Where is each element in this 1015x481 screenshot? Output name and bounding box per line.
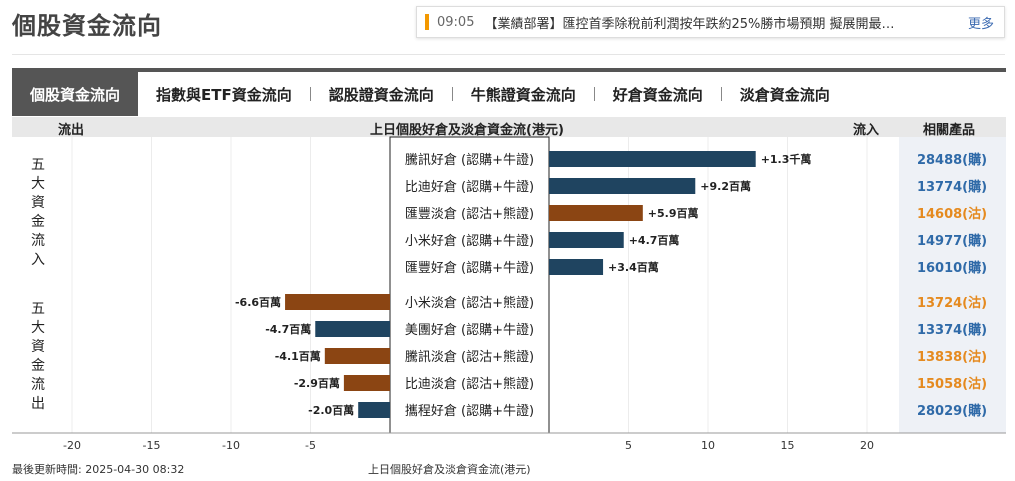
- tab-index-etf-flow[interactable]: 指數與ETF資金流向: [156, 85, 292, 104]
- bar-value-label: +4.7百萬: [629, 233, 680, 247]
- news-time: 09:05: [437, 14, 475, 30]
- related-product-link[interactable]: 28488(購): [917, 152, 987, 168]
- tab-separator: [451, 87, 453, 101]
- flow-bar: [549, 151, 756, 167]
- x-tick-label: -5: [305, 439, 316, 452]
- bar-value-label: +3.4百萬: [608, 260, 659, 274]
- related-product-link[interactable]: 14977(購): [917, 233, 987, 249]
- bar-value-label: -2.9百萬: [294, 376, 340, 390]
- x-tick-label: -10: [222, 439, 240, 452]
- x-tick-label: 5: [625, 439, 632, 452]
- related-product-link[interactable]: 15058(沽): [917, 376, 987, 392]
- inflow-header: 流入: [853, 123, 880, 138]
- category-label: 美團好倉 (認購+牛證): [405, 322, 534, 338]
- tab-separator: [720, 87, 722, 101]
- x-tick-label: 10: [701, 439, 715, 452]
- x-tick-label: 20: [860, 439, 874, 452]
- bar-value-label: -2.0百萬: [308, 403, 354, 417]
- category-label: 攜程好倉 (認購+牛證): [405, 403, 534, 419]
- category-label: 匯豐好倉 (認購+牛證): [405, 260, 534, 276]
- category-label: 騰訊好倉 (認購+牛證): [405, 152, 534, 168]
- group-label-inflow: 五大資金流入: [31, 157, 45, 268]
- related-product-link[interactable]: 28029(購): [917, 403, 987, 419]
- x-tick-label: -15: [143, 439, 161, 452]
- tab-warrant-flow[interactable]: 認股證資金流向: [328, 85, 434, 104]
- news-ticker: 09:05 【業績部署】匯控首季除稅前利潤按年跌約25%勝市場預期 擬展開最… …: [416, 6, 1005, 38]
- tab-long-flow[interactable]: 好倉資金流向: [612, 85, 703, 104]
- tab-stock-flow[interactable]: 個股資金流向: [12, 72, 139, 116]
- flow-bar: [324, 348, 390, 364]
- flow-bar: [549, 205, 643, 221]
- bar-value-label: -6.6百萬: [235, 295, 281, 309]
- flow-bar: [343, 375, 390, 391]
- news-marker: [425, 14, 429, 30]
- flow-bar: [315, 321, 390, 337]
- x-tick-label: -20: [63, 439, 81, 452]
- related-product-link[interactable]: 13724(沽): [917, 295, 987, 311]
- category-label: 比迪好倉 (認購+牛證): [405, 179, 534, 195]
- flow-bar: [549, 259, 604, 275]
- related-product-link[interactable]: 13774(購): [917, 179, 987, 195]
- related-product-link[interactable]: 16010(購): [917, 260, 987, 276]
- related-product-link[interactable]: 13838(沽): [917, 349, 987, 365]
- bar-value-label: +1.3千萬: [761, 152, 812, 166]
- chart-caption: 上日個股好倉及淡倉資金流(港元): [368, 463, 531, 476]
- chart-header: 流出 上日個股好倉及淡倉資金流(港元) 流入 相關產品: [12, 117, 1006, 138]
- label-column: [389, 136, 550, 434]
- flow-bar: [549, 232, 624, 248]
- page-title: 個股資金流向: [12, 12, 162, 40]
- category-label: 小米好倉 (認購+牛證): [405, 233, 534, 249]
- tab-separator: [309, 87, 311, 101]
- last-updated: 最後更新時間: 2025-04-30 08:32: [12, 463, 185, 476]
- tab-separator: [593, 87, 595, 101]
- flow-bar: [285, 294, 390, 310]
- x-tick-label: 15: [781, 439, 795, 452]
- news-more-link[interactable]: 更多: [967, 16, 994, 32]
- category-label: 騰訊淡倉 (認沽+熊證): [405, 349, 534, 365]
- tab-cbbc-flow[interactable]: 牛熊證資金流向: [470, 85, 576, 104]
- flow-bar: [358, 402, 390, 418]
- bar-value-label: -4.1百萬: [275, 349, 321, 363]
- related-products-column: [899, 137, 1006, 433]
- category-label: 匯豐淡倉 (認沽+熊證): [405, 206, 534, 222]
- bar-value-label: +9.2百萬: [700, 179, 751, 193]
- flow-bar: [549, 178, 696, 194]
- related-product-link[interactable]: 14608(沽): [917, 206, 987, 222]
- related-header: 相關產品: [923, 123, 976, 138]
- category-label: 比迪淡倉 (認沽+熊證): [405, 376, 534, 392]
- group-label-outflow: 五大資金流出: [31, 301, 45, 412]
- outflow-header: 流出: [58, 123, 85, 138]
- bar-value-label: -4.7百萬: [265, 322, 311, 336]
- title-divider: [12, 54, 1005, 55]
- tab-bar: 個股資金流向 指數與ETF資金流向 認股證資金流向 牛熊證資金流向 好倉資金流向…: [12, 68, 1006, 116]
- category-label: 小米淡倉 (認沽+熊證): [405, 295, 534, 311]
- related-product-link[interactable]: 13374(購): [917, 322, 987, 338]
- bar-value-label: +5.9百萬: [648, 206, 699, 220]
- tab-short-flow[interactable]: 淡倉資金流向: [739, 85, 830, 104]
- chart-title: 上日個股好倉及淡倉資金流(港元): [370, 123, 564, 138]
